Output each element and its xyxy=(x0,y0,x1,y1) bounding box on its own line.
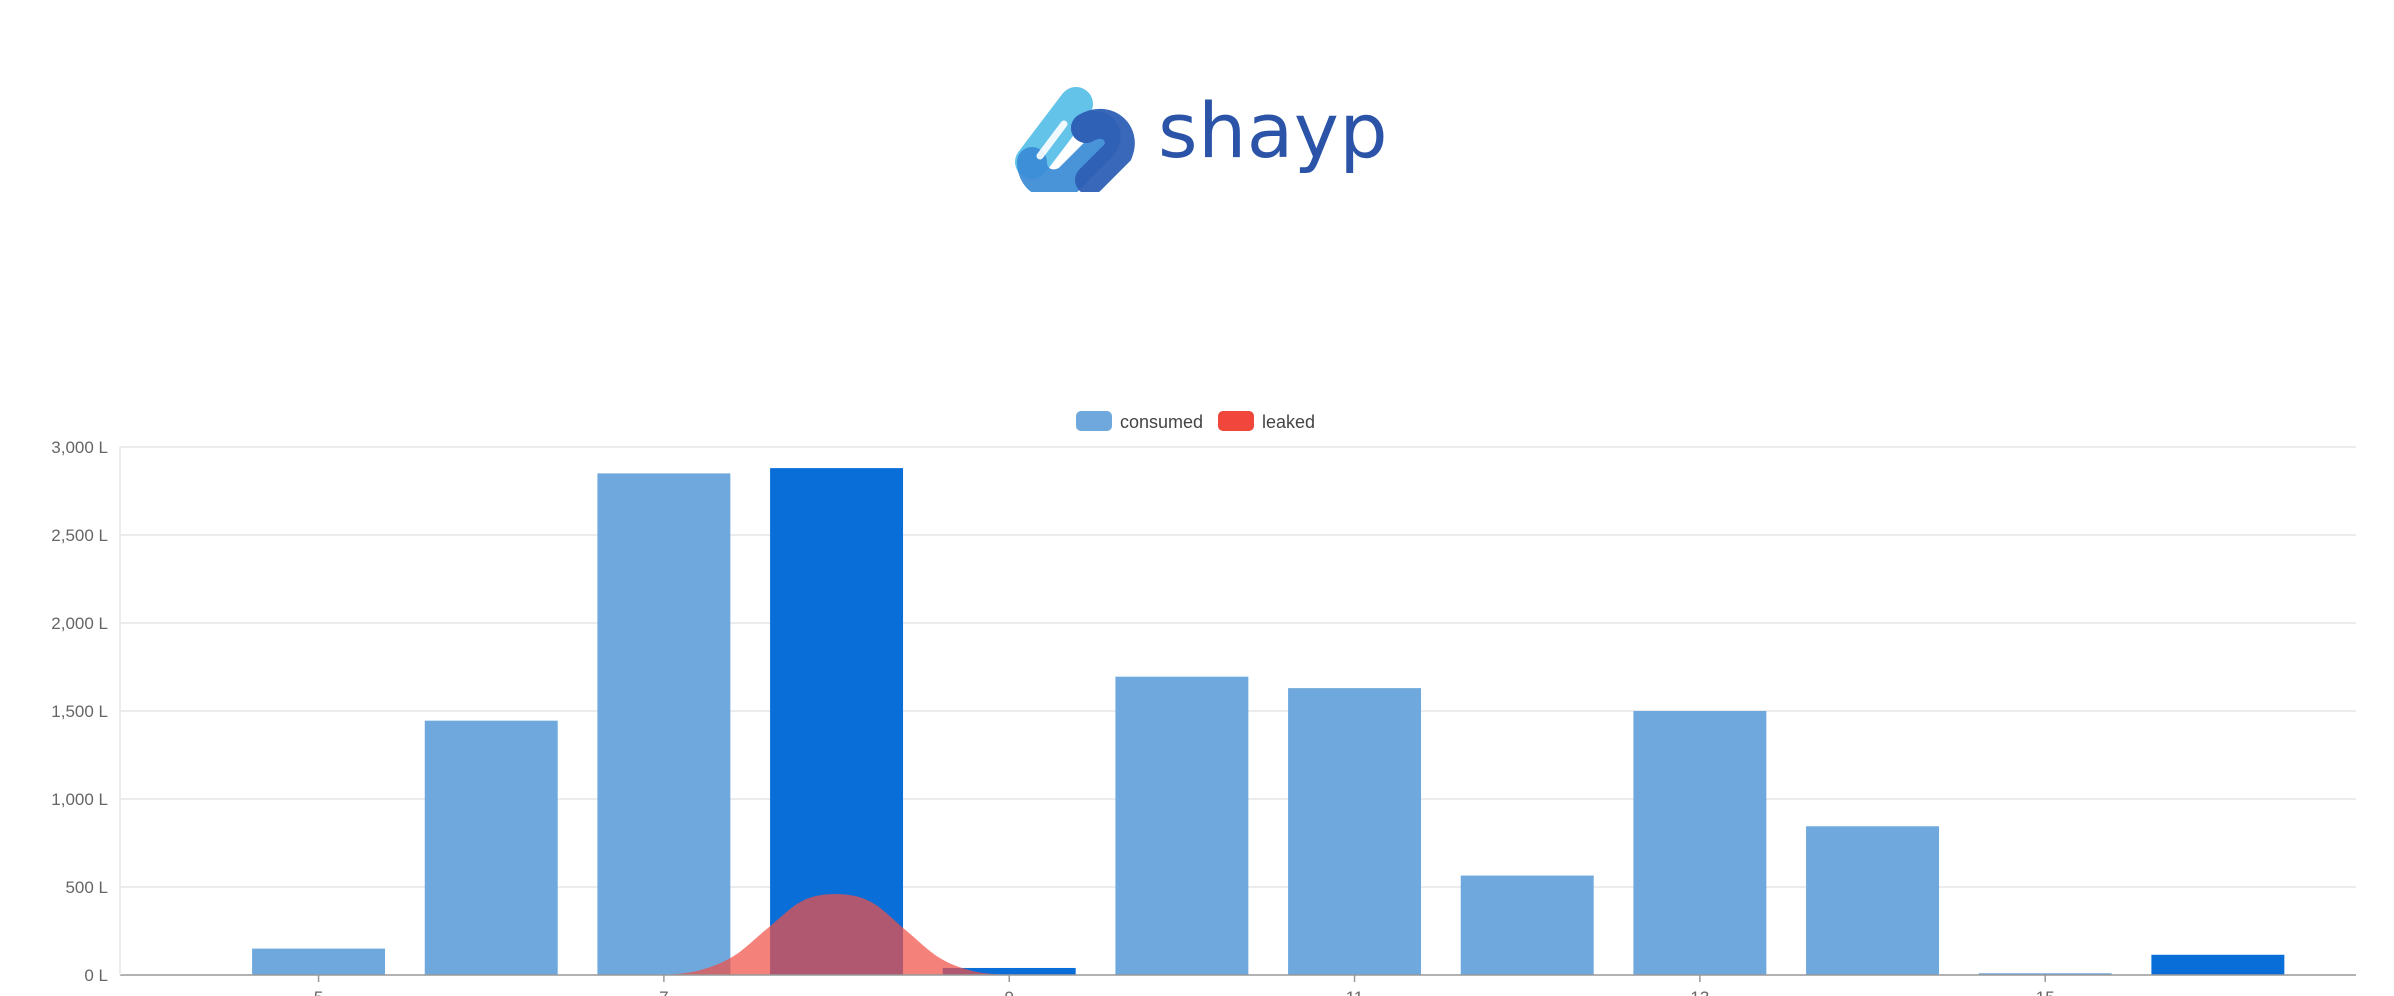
y-tick-label: 2,000 L xyxy=(51,614,108,633)
consumed-bar[interactable] xyxy=(1806,826,1940,975)
consumed-bar[interactable] xyxy=(1460,875,1594,975)
consumed-bar[interactable] xyxy=(1633,711,1767,975)
x-tick-label: 13 xyxy=(1690,988,1709,996)
y-tick-label: 500 L xyxy=(65,878,108,897)
consumed-bar[interactable] xyxy=(942,967,1076,975)
water-usage-chart: 0 L 500 L 1,000 L 1,500 L 2,000 L 2,500 L 3,00… xyxy=(51,411,2356,996)
legend-label: leaked xyxy=(1262,412,1315,432)
consumed-bar[interactable] xyxy=(597,473,731,975)
consumed-bar[interactable] xyxy=(2151,954,2285,975)
y-tick-label: 1,000 L xyxy=(51,790,108,809)
consumed-bar[interactable] xyxy=(424,720,558,975)
consumed-bar[interactable] xyxy=(1978,973,2112,975)
leaked-area-shape[interactable] xyxy=(663,894,1010,975)
y-tick-label: 2,500 L xyxy=(51,526,108,545)
x-tick-label: 5 xyxy=(314,988,323,996)
legend-swatch xyxy=(1076,411,1112,431)
x-tick-label: 15 xyxy=(2036,988,2055,996)
legend-item-consumed[interactable]: consumed xyxy=(1076,411,1203,432)
legend-item-leaked[interactable]: leaked xyxy=(1218,411,1315,432)
consumed-bar[interactable] xyxy=(252,948,386,975)
chart-axes: 0 L 500 L 1,000 L 1,500 L 2,000 L 2,500 L 3,00… xyxy=(51,438,2356,996)
consumed-bar[interactable] xyxy=(770,468,904,975)
brand-name: shayp xyxy=(1158,86,1389,175)
y-tick-label: 1,500 L xyxy=(51,702,108,721)
y-tick-label: 3,000 L xyxy=(51,438,108,457)
legend-swatch xyxy=(1218,411,1254,431)
chart-legend: consumed leaked xyxy=(1076,411,1315,432)
x-tick-label: 11 xyxy=(1346,988,1364,996)
y-tick-label: 0 L xyxy=(84,966,108,985)
consumed-bars xyxy=(252,468,2285,975)
x-tick-label: 7 xyxy=(659,988,668,996)
x-tick-label: 9 xyxy=(1004,988,1013,996)
leaked-area xyxy=(663,894,1010,975)
brand-logo: shayp xyxy=(998,74,1388,194)
legend-label: consumed xyxy=(1120,412,1203,432)
consumed-bar[interactable] xyxy=(1115,676,1249,975)
shayp-link-logo-icon xyxy=(1015,87,1135,192)
consumed-bar[interactable] xyxy=(1288,688,1422,975)
